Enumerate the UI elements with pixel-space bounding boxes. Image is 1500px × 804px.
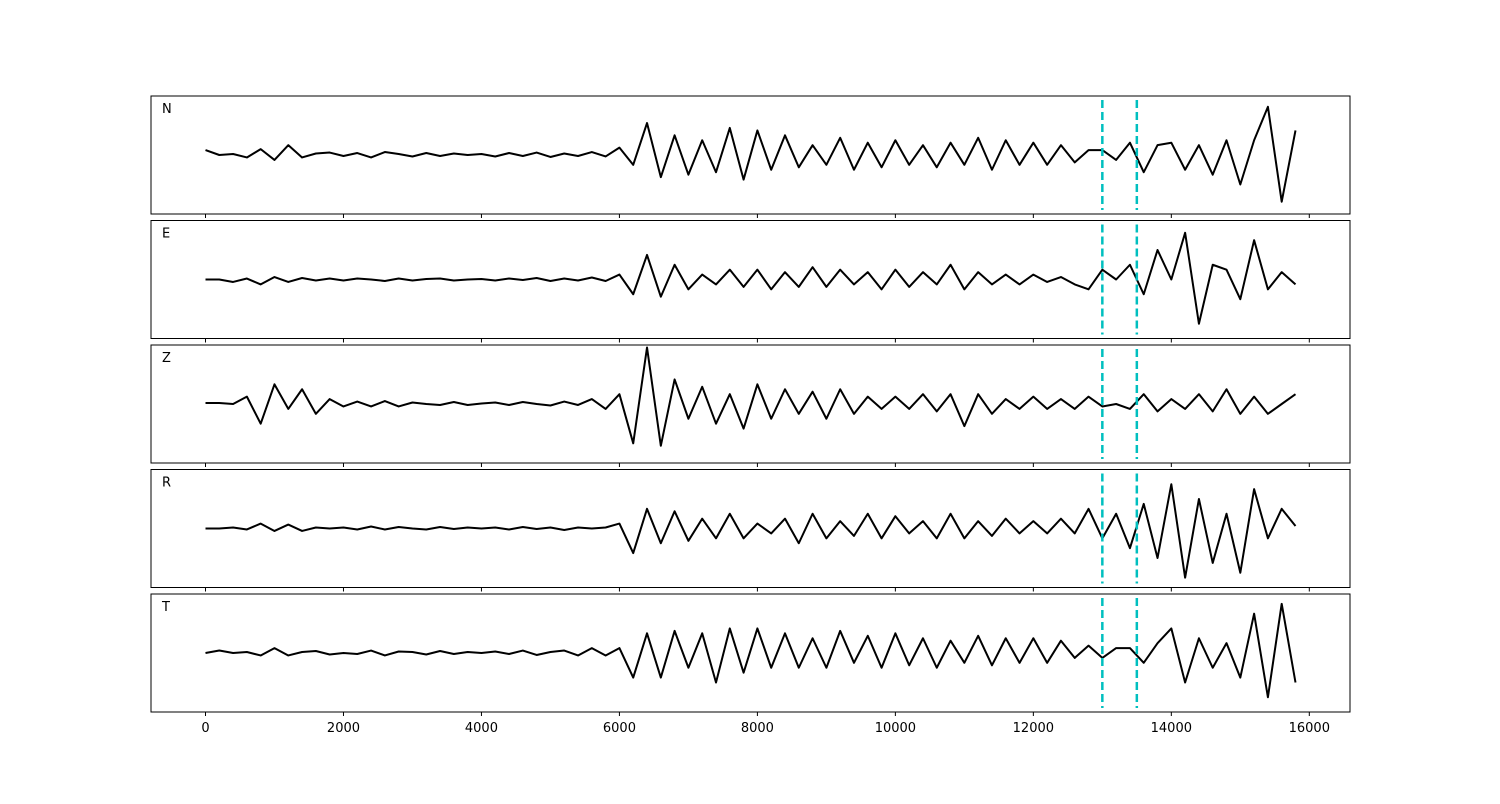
waveform xyxy=(205,346,1297,447)
panel-label: T xyxy=(161,600,170,615)
x-tick-label: 4000 xyxy=(465,721,498,736)
panel-frame xyxy=(150,95,1351,215)
waveform xyxy=(205,602,1297,699)
panel-frame xyxy=(150,220,1351,339)
x-tick-label: 14000 xyxy=(1151,721,1192,736)
panel-frame xyxy=(150,593,1351,713)
x-tick-label: 6000 xyxy=(603,721,636,736)
panel-label: Z xyxy=(162,351,171,366)
waveform xyxy=(205,231,1297,325)
waveform xyxy=(205,483,1297,579)
panel-frame xyxy=(150,469,1351,588)
x-tick-label: 10000 xyxy=(875,721,916,736)
x-tick-label: 16000 xyxy=(1289,721,1330,736)
x-tick-label: 8000 xyxy=(741,721,774,736)
x-tick-label: 12000 xyxy=(1013,721,1054,736)
panel-label: R xyxy=(162,476,171,491)
panel-label: N xyxy=(162,102,172,117)
panel-label: E xyxy=(162,227,170,242)
x-tick-label: 0 xyxy=(201,721,209,736)
x-tick-label: 2000 xyxy=(327,721,360,736)
waveform xyxy=(205,105,1297,203)
panel-frame xyxy=(150,344,1351,464)
